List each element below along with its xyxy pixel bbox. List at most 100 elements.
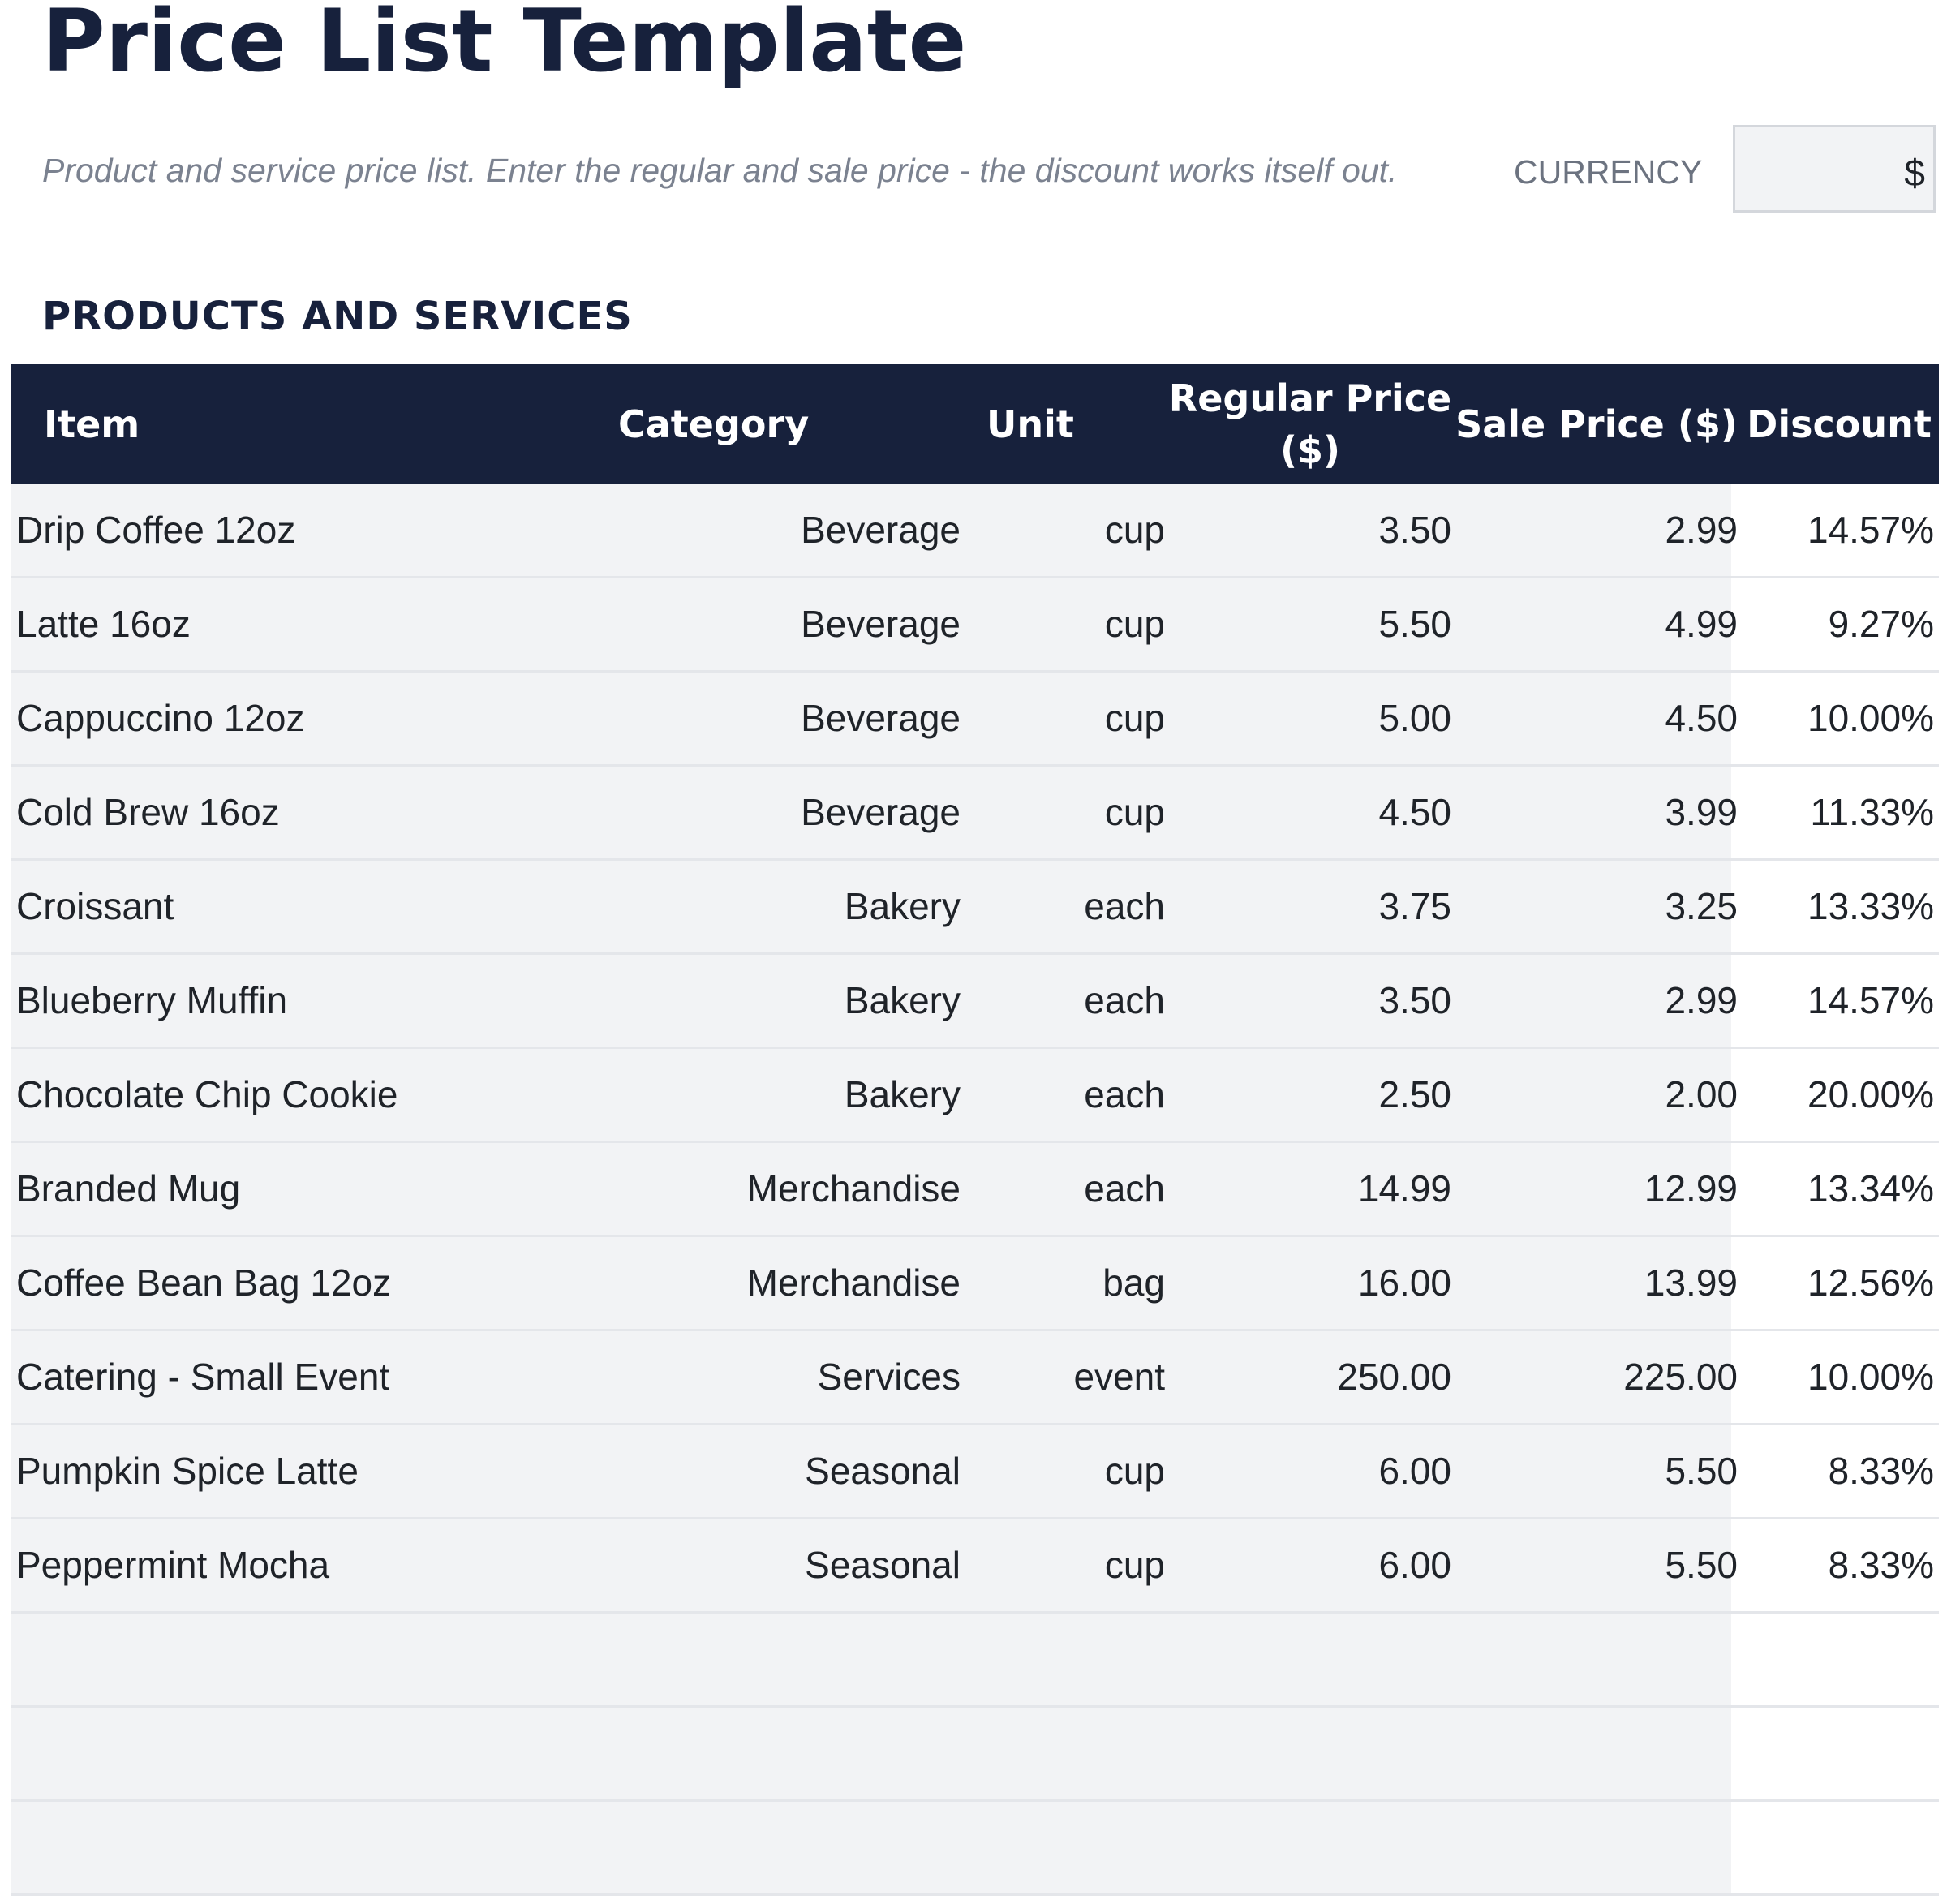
table-row: Chocolate Chip Cookie Bakery each 2.50 2.00 2… xyxy=(11,1049,1939,1143)
row-input-background xyxy=(11,1708,1731,1799)
cell-category[interactable]: Beverage xyxy=(801,697,961,739)
cell-regular-price[interactable]: 250.00 xyxy=(1337,1356,1451,1398)
cell-item[interactable]: Latte 16oz xyxy=(16,603,191,645)
cell-category[interactable]: Beverage xyxy=(801,791,961,833)
cell-unit[interactable]: cup xyxy=(1104,697,1165,739)
cell-category[interactable]: Bakery xyxy=(844,885,961,927)
cell-discount: 14.57% xyxy=(1807,509,1934,551)
cell-discount: 10.00% xyxy=(1807,697,1934,739)
cell-unit[interactable]: each xyxy=(1084,1073,1165,1115)
cell-discount: 10.00% xyxy=(1807,1356,1934,1398)
cell-regular-price[interactable]: 5.00 xyxy=(1378,697,1451,739)
cell-unit[interactable]: cup xyxy=(1104,1544,1165,1586)
row-input-background xyxy=(11,1614,1731,1705)
table-row: Branded Mug Merchandise each 14.99 12.99 13.3… xyxy=(11,1143,1939,1237)
table-row: Cappuccino 12oz Beverage cup 5.00 4.50 10.00% xyxy=(11,673,1939,767)
cell-sale-price[interactable]: 5.50 xyxy=(1665,1544,1738,1586)
cell-item[interactable]: Drip Coffee 12oz xyxy=(16,509,296,551)
row-input-background xyxy=(11,1519,1731,1611)
cell-unit[interactable]: cup xyxy=(1104,791,1165,833)
cell-category[interactable]: Bakery xyxy=(844,1073,961,1115)
cell-regular-price[interactable]: 6.00 xyxy=(1378,1544,1451,1586)
table-row: Pumpkin Spice Latte Seasonal cup 6.00 5.50 8.… xyxy=(11,1425,1939,1519)
row-input-background xyxy=(11,767,1731,858)
cell-discount: 20.00% xyxy=(1807,1073,1934,1115)
cell-regular-price[interactable]: 3.50 xyxy=(1378,509,1451,551)
cell-category[interactable]: Bakery xyxy=(844,979,961,1021)
column-header-discount: Discount xyxy=(1747,402,1932,446)
cell-item[interactable]: Branded Mug xyxy=(16,1167,241,1210)
cell-sale-price[interactable]: 3.99 xyxy=(1665,791,1738,833)
cell-unit[interactable]: event xyxy=(1073,1356,1165,1398)
row-input-background xyxy=(11,1425,1731,1517)
cell-category[interactable]: Merchandise xyxy=(746,1261,961,1304)
cell-unit[interactable]: each xyxy=(1084,885,1165,927)
cell-category[interactable]: Services xyxy=(817,1356,961,1398)
table-row: Drip Coffee 12oz Beverage cup 3.50 2.99 14.57… xyxy=(11,484,1939,578)
cell-category[interactable]: Merchandise xyxy=(746,1167,961,1210)
cell-unit[interactable]: bag xyxy=(1102,1261,1165,1304)
cell-sale-price[interactable]: 12.99 xyxy=(1644,1167,1738,1210)
cell-category[interactable]: Beverage xyxy=(801,509,961,551)
cell-item[interactable]: Cappuccino 12oz xyxy=(16,697,305,739)
table-row: Coffee Bean Bag 12oz Merchandise bag 16.00 1… xyxy=(11,1237,1939,1331)
page-subtitle: Product and service price list. Enter th… xyxy=(42,152,1398,189)
currency-label: CURRENCY xyxy=(1514,153,1703,191)
cell-unit[interactable]: cup xyxy=(1104,1450,1165,1492)
column-header-regular-price: Regular Price ($) xyxy=(1168,376,1452,472)
cell-discount: 11.33% xyxy=(1810,791,1934,833)
column-header-category: Category xyxy=(618,402,810,446)
cell-sale-price[interactable]: 2.00 xyxy=(1665,1073,1738,1115)
cell-sale-price[interactable]: 2.99 xyxy=(1665,979,1738,1021)
cell-item[interactable]: Coffee Bean Bag 12oz xyxy=(16,1261,392,1304)
row-input-background xyxy=(11,955,1731,1047)
row-input-background xyxy=(11,1237,1731,1329)
cell-regular-price[interactable]: 3.75 xyxy=(1378,885,1451,927)
cell-sale-price[interactable]: 5.50 xyxy=(1665,1450,1738,1492)
cell-category[interactable]: Beverage xyxy=(801,603,961,645)
cell-regular-price[interactable]: 6.00 xyxy=(1378,1450,1451,1492)
row-input-background xyxy=(11,861,1731,952)
cell-sale-price[interactable]: 2.99 xyxy=(1665,509,1738,551)
cell-item[interactable]: Cold Brew 16oz xyxy=(16,791,280,833)
table-row: Catering - Small Event Services event 250.0… xyxy=(11,1331,1939,1425)
currency-input[interactable]: $ xyxy=(1733,125,1936,213)
cell-discount: 13.34% xyxy=(1807,1167,1934,1210)
row-input-background xyxy=(11,1331,1731,1423)
cell-sale-price[interactable]: 3.25 xyxy=(1665,885,1738,927)
table-row xyxy=(11,1614,1939,1708)
column-header-item: Item xyxy=(44,402,140,446)
table-row: Latte 16oz Beverage cup 5.50 4.99 9.27% xyxy=(11,578,1939,673)
cell-item[interactable]: Blueberry Muffin xyxy=(16,979,288,1021)
cell-item[interactable]: Chocolate Chip Cookie xyxy=(16,1073,398,1115)
row-input-background xyxy=(11,1802,1731,1893)
cell-sale-price[interactable]: 4.50 xyxy=(1665,697,1738,739)
row-input-background xyxy=(11,1143,1731,1235)
cell-category[interactable]: Seasonal xyxy=(805,1450,961,1492)
cell-regular-price[interactable]: 4.50 xyxy=(1378,791,1451,833)
cell-sale-price[interactable]: 13.99 xyxy=(1644,1261,1738,1304)
cell-regular-price[interactable]: 16.00 xyxy=(1357,1261,1451,1304)
table-body: Drip Coffee 12oz Beverage cup 3.50 2.99 14.57… xyxy=(11,484,1939,1896)
currency-value: $ xyxy=(1904,152,1925,194)
cell-regular-price[interactable]: 14.99 xyxy=(1357,1167,1451,1210)
cell-item[interactable]: Pumpkin Spice Latte xyxy=(16,1450,359,1492)
cell-sale-price[interactable]: 225.00 xyxy=(1623,1356,1738,1398)
cell-unit[interactable]: cup xyxy=(1104,603,1165,645)
cell-unit[interactable]: each xyxy=(1084,979,1165,1021)
cell-sale-price[interactable]: 4.99 xyxy=(1665,603,1738,645)
table-row xyxy=(11,1708,1939,1802)
cell-item[interactable]: Peppermint Mocha xyxy=(16,1544,330,1586)
cell-regular-price[interactable]: 3.50 xyxy=(1378,979,1451,1021)
cell-regular-price[interactable]: 2.50 xyxy=(1378,1073,1451,1115)
row-input-background xyxy=(11,578,1731,670)
cell-unit[interactable]: cup xyxy=(1104,509,1165,551)
cell-unit[interactable]: each xyxy=(1084,1167,1165,1210)
cell-item[interactable]: Croissant xyxy=(16,885,174,927)
page-title: Price List Template xyxy=(42,0,967,91)
table-row: Cold Brew 16oz Beverage cup 4.50 3.99 11.33% xyxy=(11,767,1939,861)
cell-category[interactable]: Seasonal xyxy=(805,1544,961,1586)
cell-discount: 14.57% xyxy=(1807,979,1934,1021)
cell-regular-price[interactable]: 5.50 xyxy=(1378,603,1451,645)
cell-item[interactable]: Catering - Small Event xyxy=(16,1356,390,1398)
